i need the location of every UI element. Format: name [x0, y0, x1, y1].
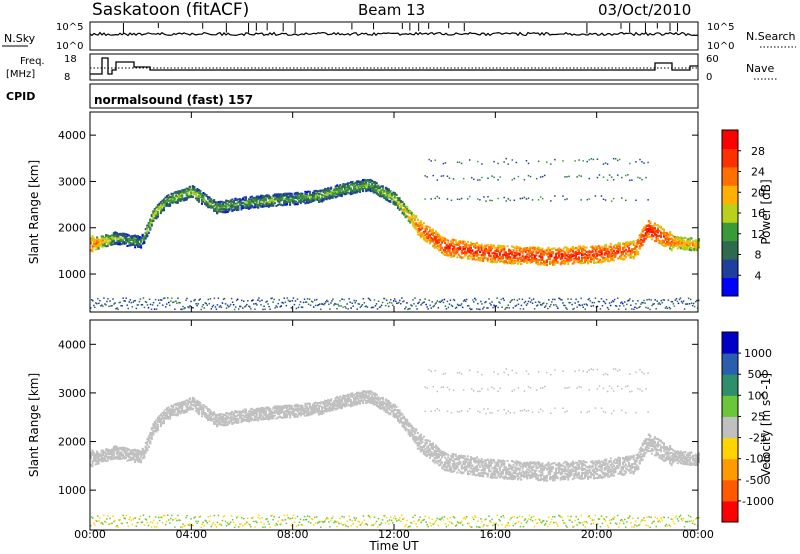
velocity-colorbar-tick-5: 100 [748, 389, 769, 402]
velocity-colorbar-color-1 [722, 479, 738, 502]
power-colorbar-color-3 [722, 222, 738, 242]
cpid-text: normalsound (fast) 157 [94, 93, 253, 107]
nsky-trace [89, 23, 699, 37]
velocity-ytick-label-4000: 4000 [58, 338, 86, 351]
power-colorbar-tick-0: 4 [755, 269, 762, 282]
power-ytick-label-3000: 3000 [58, 175, 86, 188]
power-colorbar-tick-4: 20 [751, 186, 765, 199]
power-colorbar-tick-6: 28 [751, 145, 765, 158]
velocity-ytick-label-1000: 1000 [58, 484, 86, 497]
freq-trace [90, 57, 698, 75]
x-tick-label-5: 20:00 [581, 528, 613, 541]
velocity-ytick-label-2000: 2000 [58, 436, 86, 449]
power-colorbar-label: Power [dB] [759, 179, 773, 244]
power-colorbar-color-8 [722, 130, 738, 149]
nsky-label: N.Sky [4, 32, 36, 45]
freq-unit: [MHz] [6, 69, 35, 80]
x-tick-label-2: 08:00 [277, 528, 309, 541]
velocity-colorbar-tick-3: -25 [749, 432, 767, 445]
velocity-colorbar-color-7 [722, 353, 738, 375]
beam-title: Beam 13 [358, 1, 425, 19]
x-tick-label-0: 00:00 [74, 528, 106, 541]
velocity-colorbar-color-4 [722, 416, 738, 439]
x-tick-label-6: 00:00 [682, 528, 714, 541]
velocity-colorbar-color-0 [722, 500, 738, 523]
freq-tick-high: 18 [64, 54, 77, 65]
nave-tick-high: 60 [706, 54, 719, 65]
power-panel: 1000 2000 3000 4000 Slant Range [km] [27, 111, 700, 313]
freq-tick-low: 8 [64, 72, 70, 83]
freq-label: Freq. [20, 56, 45, 67]
power-ylabel: Slant Range [km] [27, 160, 41, 264]
velocity-colorbar: -1000 -500 -100 -25 25 100 500 1000 [721, 331, 774, 523]
x-tick-label-3: 12:00 [378, 528, 410, 541]
velocity-colorbar-label: Velocity [m s^-1] [759, 373, 773, 477]
power-frame [89, 111, 699, 313]
velocity-colorbar-color-8 [722, 332, 738, 354]
velocity-colorbar-tick-7: 1000 [744, 347, 772, 360]
power-ytick-label-2000: 2000 [58, 222, 86, 235]
nsearch-tick-low: 10^0 [707, 41, 734, 52]
power-ytick-label-4000: 4000 [58, 129, 86, 142]
cpid-panel: CPID normalsound (fast) 157 [6, 83, 699, 109]
velocity-colorbar-tick-1: -500 [746, 474, 771, 487]
power-colorbar-color-2 [722, 240, 738, 260]
power-colorbar-color-4 [722, 203, 738, 223]
nave-label: Nave [746, 62, 774, 75]
power-colorbar-color-6 [722, 166, 738, 186]
nsearch-tick-high: 10^5 [707, 22, 734, 33]
power-colorbar-color-1 [722, 259, 738, 279]
velocity-colorbar-color-5 [722, 395, 738, 417]
power-colorbar-tick-3: 16 [751, 207, 765, 220]
power-colorbar-tick-2: 12 [751, 228, 765, 241]
velocity-colorbar-tick-4: 25 [751, 410, 765, 423]
cpid-label: CPID [6, 90, 35, 103]
nsky-tick-high: 10^5 [56, 22, 83, 33]
velocity-panel: 1000 2000 3000 4000 Slant Range [km] [27, 319, 700, 531]
velocity-colorbar-tick-2: -100 [746, 453, 771, 466]
power-colorbar-color-5 [722, 185, 738, 205]
velocity-ylabel: Slant Range [km] [27, 373, 41, 477]
nsky-tick-low: 10^0 [56, 41, 83, 52]
power-scatter [90, 157, 700, 311]
velocity-scatter [90, 368, 700, 529]
nave-tick-low: 0 [706, 72, 712, 83]
velocity-colorbar-color-2 [722, 458, 738, 481]
freq-panel: Freq. [MHz] 18 8 60 0 Nave [6, 53, 778, 83]
power-colorbar: 4 8 12 16 20 24 28 [721, 129, 765, 297]
velocity-colorbar-tick-6: 500 [748, 368, 769, 381]
station-title: Saskatoon (fitACF) [92, 0, 249, 20]
power-colorbar-tick-1: 8 [755, 249, 762, 262]
x-axis-label: Time UT [368, 539, 419, 553]
date-title: 03/Oct/2010 [598, 1, 691, 19]
x-axis: 00:00 04:00 08:00 12:00 16:00 20:00 00:00 [74, 112, 714, 541]
power-colorbar-color-7 [722, 148, 738, 168]
velocity-colorbar-color-6 [722, 374, 738, 396]
velocity-colorbar-color-3 [722, 437, 738, 460]
velocity-colorbar-tick-0: -1000 [742, 495, 774, 508]
power-colorbar-tick-5: 24 [751, 166, 765, 179]
nsearch-label: N.Search [746, 30, 796, 43]
velocity-frame [89, 319, 699, 531]
power-ytick-label-1000: 1000 [58, 268, 86, 281]
power-colorbar-color-0 [722, 277, 738, 297]
x-tick-label-4: 16:00 [479, 528, 511, 541]
x-tick-label-1: 04:00 [175, 528, 207, 541]
velocity-ytick-label-3000: 3000 [58, 387, 86, 400]
nsky-panel: N.Sky 10^5 10^0 10^5 10^0 N.Search [2, 21, 796, 52]
